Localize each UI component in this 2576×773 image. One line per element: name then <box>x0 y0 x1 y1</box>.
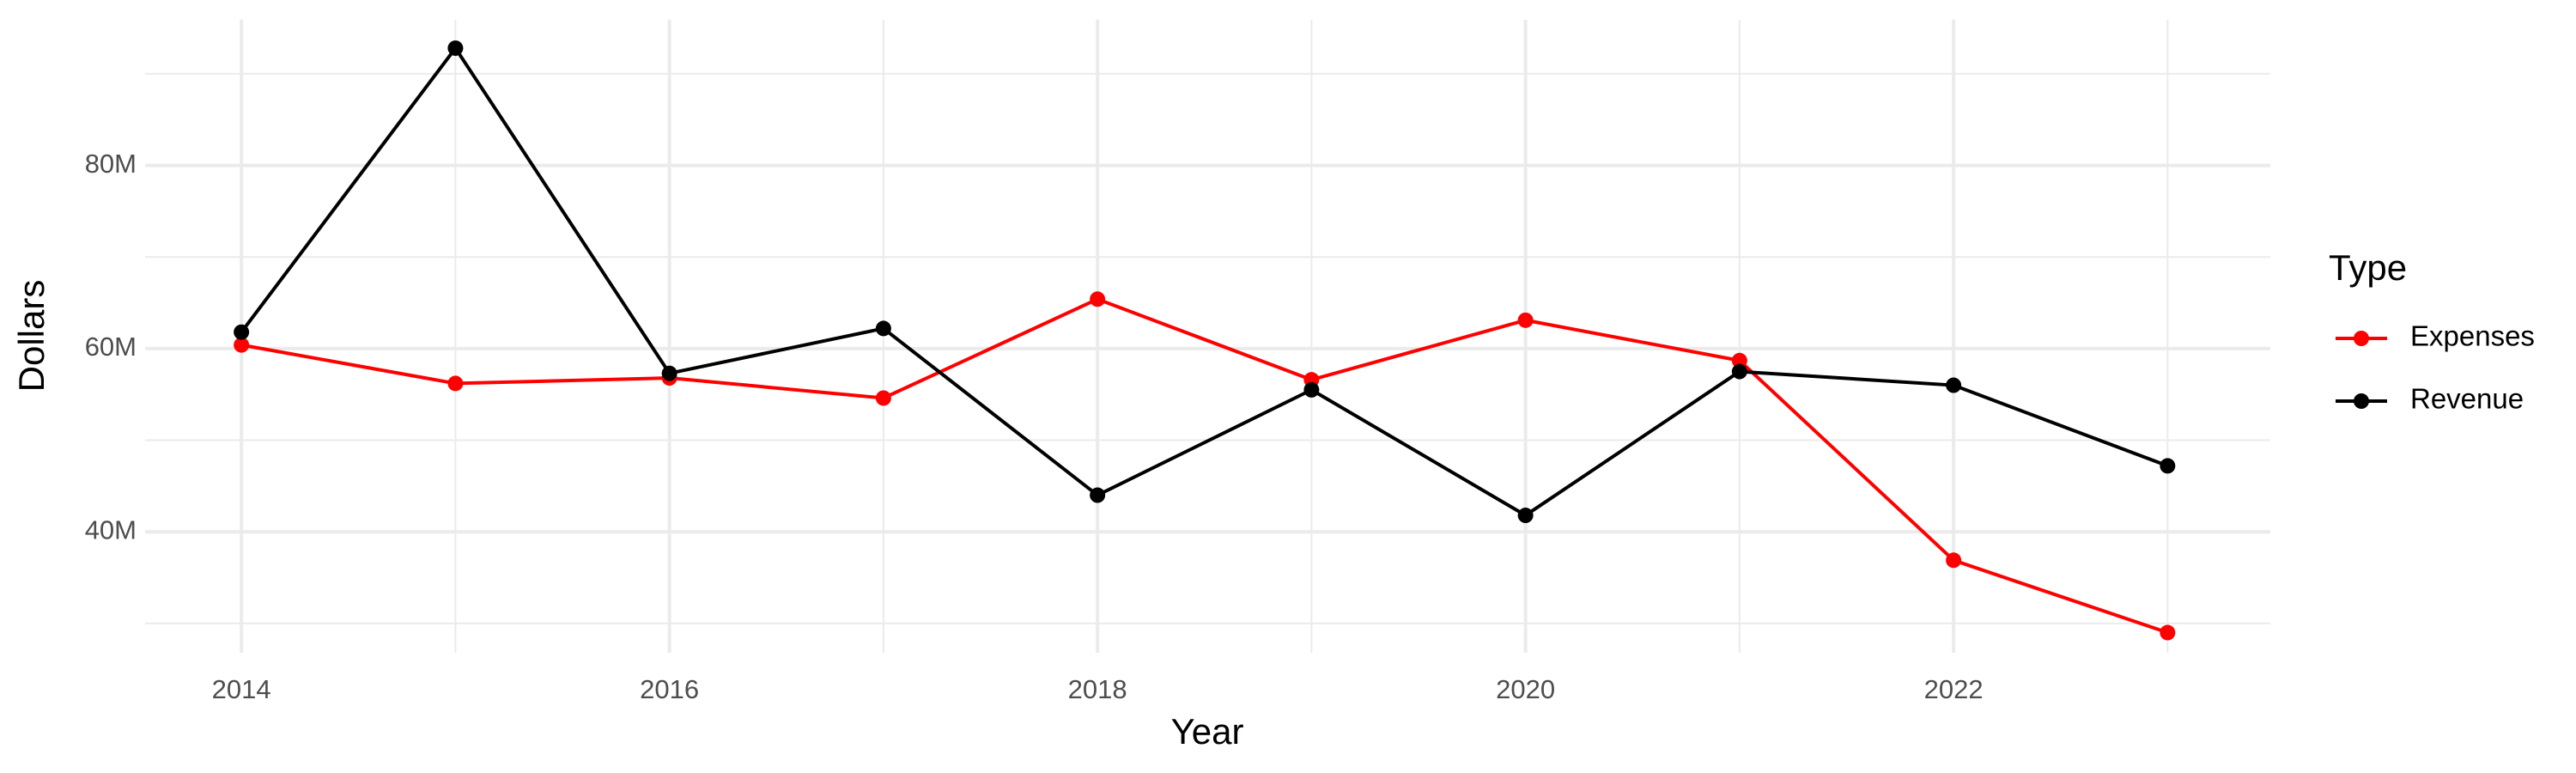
x-axis-title: Year <box>1171 711 1244 752</box>
legend-label: Expenses <box>2410 320 2535 352</box>
data-point <box>447 375 464 392</box>
data-point <box>1517 312 1534 328</box>
y-tick-label: 40M <box>85 514 137 545</box>
data-point <box>1303 381 1320 398</box>
data-point <box>875 320 891 337</box>
x-tick-label: 2018 <box>1068 674 1127 704</box>
legend-label: Revenue <box>2410 383 2524 415</box>
y-axis-title: Dollars <box>11 280 52 393</box>
data-point <box>1731 363 1747 380</box>
data-point <box>2160 458 2176 474</box>
x-tick-label: 2016 <box>640 674 699 704</box>
x-tick-label: 2014 <box>212 674 271 704</box>
data-point <box>1731 352 1747 368</box>
legend-marker <box>2354 331 2369 346</box>
series-line <box>240 45 2169 518</box>
series-line <box>240 297 2169 635</box>
data-point <box>1090 487 1106 503</box>
data-point <box>1946 552 1962 569</box>
data-point <box>234 337 250 353</box>
data-point <box>447 40 464 57</box>
legend-marker <box>2354 393 2369 409</box>
x-tick-label: 2020 <box>1496 674 1555 704</box>
y-tick-label: 80M <box>85 149 137 179</box>
data-point <box>661 365 677 381</box>
data-point <box>1946 377 1962 393</box>
legend-title: Type <box>2329 247 2407 288</box>
data-point <box>2160 624 2176 641</box>
x-tick-label: 2022 <box>1924 674 1984 704</box>
data-point <box>234 324 250 340</box>
data-point <box>875 390 891 406</box>
data-point <box>1517 508 1534 524</box>
data-point <box>1090 291 1106 307</box>
y-tick-label: 60M <box>85 332 137 362</box>
